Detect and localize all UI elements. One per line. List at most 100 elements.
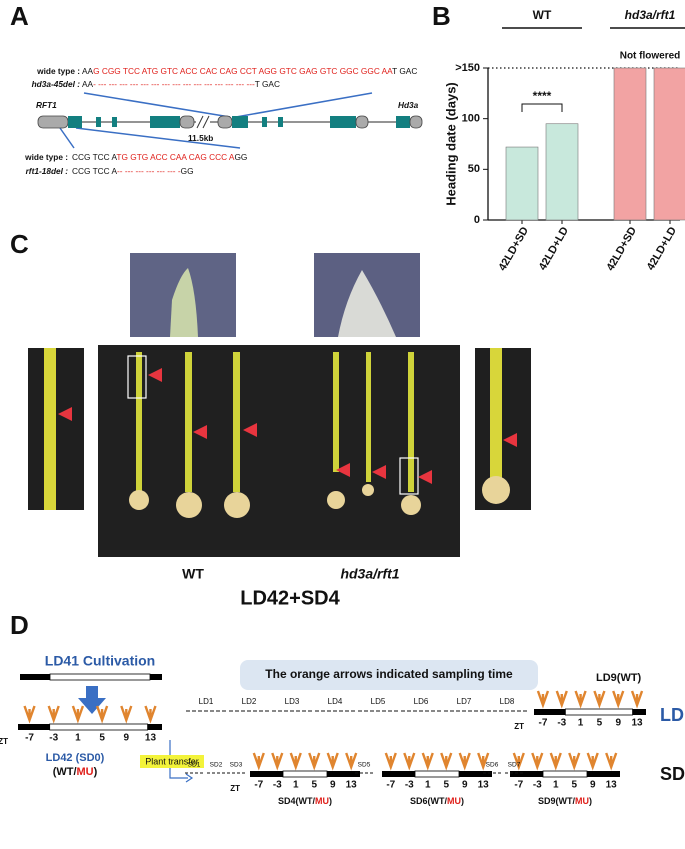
genotype-part: MU xyxy=(315,796,329,806)
zt-tick: 9 xyxy=(330,780,336,791)
y-axis-title: Heading date (days) xyxy=(443,82,458,206)
zt-tick: -7 xyxy=(514,780,523,791)
light-phase xyxy=(282,770,328,778)
genotype-part: ) xyxy=(329,796,332,806)
group-label: WT xyxy=(182,566,204,582)
group-label: hd3a/rft1 xyxy=(340,566,399,582)
gene-diagram xyxy=(37,92,423,149)
dark-phase xyxy=(459,771,492,777)
day-label: LD2 xyxy=(242,697,257,706)
genotype-part: ) xyxy=(461,796,464,806)
zt-label: ZT xyxy=(230,784,240,793)
bar xyxy=(613,67,647,221)
seq-label: wide type : xyxy=(24,152,68,162)
light-phase xyxy=(49,723,148,731)
sampling-arrow xyxy=(289,752,302,771)
zt-tick: 1 xyxy=(578,718,584,729)
photos xyxy=(28,253,531,557)
zt-tick: 1 xyxy=(553,780,559,791)
sampling-arrow xyxy=(630,690,644,709)
condition-label: LD42+SD4 xyxy=(240,587,340,609)
light-phase xyxy=(49,673,151,681)
zt-tick: 13 xyxy=(478,780,490,791)
dark-phase xyxy=(632,709,646,715)
zt-tick: -7 xyxy=(254,780,263,791)
genotype-part: MU xyxy=(447,796,461,806)
sampling-arrow xyxy=(71,705,85,724)
seq-label: wide type : xyxy=(36,66,80,76)
y-tick-label: 100 xyxy=(462,113,480,125)
sampling-arrow xyxy=(536,690,550,709)
seq-part: TG GTG ACC CAA CAG CCC A xyxy=(116,152,234,162)
timepoint-part: SD6 xyxy=(410,796,428,806)
zt-tick: 5 xyxy=(311,780,317,791)
sampling-arrow xyxy=(23,705,36,724)
zt-tick: -3 xyxy=(533,780,542,791)
light-phase xyxy=(564,708,633,716)
dark-phase xyxy=(587,771,620,777)
sampling-arrow xyxy=(421,752,434,771)
seq-label: hd3a-45del : xyxy=(32,79,81,89)
light-phase xyxy=(414,770,460,778)
sampling-arrow xyxy=(47,705,60,724)
seq-part: T GAC xyxy=(392,66,417,76)
zt-tick: 9 xyxy=(615,718,621,729)
timeline: -7 -3 1 5 9 13 xyxy=(382,752,492,791)
sampling-arrow xyxy=(605,752,618,771)
zt-tick: -3 xyxy=(405,780,414,791)
note: Not flowered xyxy=(620,51,681,62)
genotype-part: ) xyxy=(94,766,98,778)
zt-tick: 5 xyxy=(571,780,577,791)
zt-label: ZT xyxy=(514,722,524,731)
x-tick-label: 42LD+LD xyxy=(537,225,571,273)
genotype-part: (WT/ xyxy=(428,796,448,806)
dark-phase xyxy=(534,709,566,715)
gene-name: RFT1 xyxy=(36,100,57,110)
seq-part: -- --- --- --- --- --- - xyxy=(117,166,181,176)
x-tick-label: 42LD+SD xyxy=(604,225,639,273)
day-label: SD3 xyxy=(230,762,243,769)
zt-tick: 13 xyxy=(631,718,643,729)
zt-tick: 5 xyxy=(99,733,105,744)
timeline: -7 -3 1 5 9 13 ZT xyxy=(230,752,360,793)
zt-tick: 9 xyxy=(124,733,130,744)
y-tick-label: 50 xyxy=(468,163,480,175)
bar xyxy=(653,67,685,221)
transfer-label: Plant transfer xyxy=(145,756,199,766)
seq-part: T GAC xyxy=(255,79,280,89)
panel-label: D xyxy=(10,610,29,640)
timepoint-label: SD9(WT/MU) xyxy=(538,796,592,806)
seq-part: CCG TCC A xyxy=(72,166,117,176)
day-label: LD3 xyxy=(285,697,300,706)
sampling-arrow xyxy=(326,752,339,771)
panel-label: B xyxy=(432,1,451,31)
sequence: CCG TCC A-- --- --- --- --- --- -GG xyxy=(72,166,194,176)
sequence: AAG CGG TCC ATG GTC ACC CAC CAG CCT AGG … xyxy=(82,66,417,76)
sampling-arrow xyxy=(95,705,109,724)
genotype-part: (WT/ xyxy=(556,796,576,806)
panel-label: A xyxy=(10,1,29,31)
timepoint-label: SD4(WT/MU) xyxy=(278,796,332,806)
day-label: SD6 xyxy=(486,762,499,769)
genotype-part: ) xyxy=(589,796,592,806)
genotype-part: (WT/ xyxy=(296,796,316,806)
dark-phase xyxy=(150,674,162,680)
sampling-arrow xyxy=(593,690,606,709)
sampling-arrow xyxy=(549,752,562,771)
transfer-arrow xyxy=(169,740,188,779)
day-label: LD6 xyxy=(414,697,429,706)
row-label: LD xyxy=(660,705,684,725)
seq-part: GG xyxy=(181,166,194,176)
sampling-arrow xyxy=(440,752,453,771)
row-label: SD xyxy=(660,764,685,784)
zt-tick: 1 xyxy=(293,780,299,791)
day-label: SD1 xyxy=(188,762,201,769)
zt-tick: -7 xyxy=(25,733,34,744)
seq-part: G CGG TCC ATG GTC ACC CAC CAG CCT AGG GT… xyxy=(93,66,393,76)
panel-label: C xyxy=(10,229,29,259)
sampling-arrow xyxy=(531,752,544,771)
zt-tick: 5 xyxy=(443,780,449,791)
zt-tick: 1 xyxy=(425,780,431,791)
y-tick-label: 0 xyxy=(474,214,480,226)
genotype: (WT/MU) xyxy=(53,766,98,778)
